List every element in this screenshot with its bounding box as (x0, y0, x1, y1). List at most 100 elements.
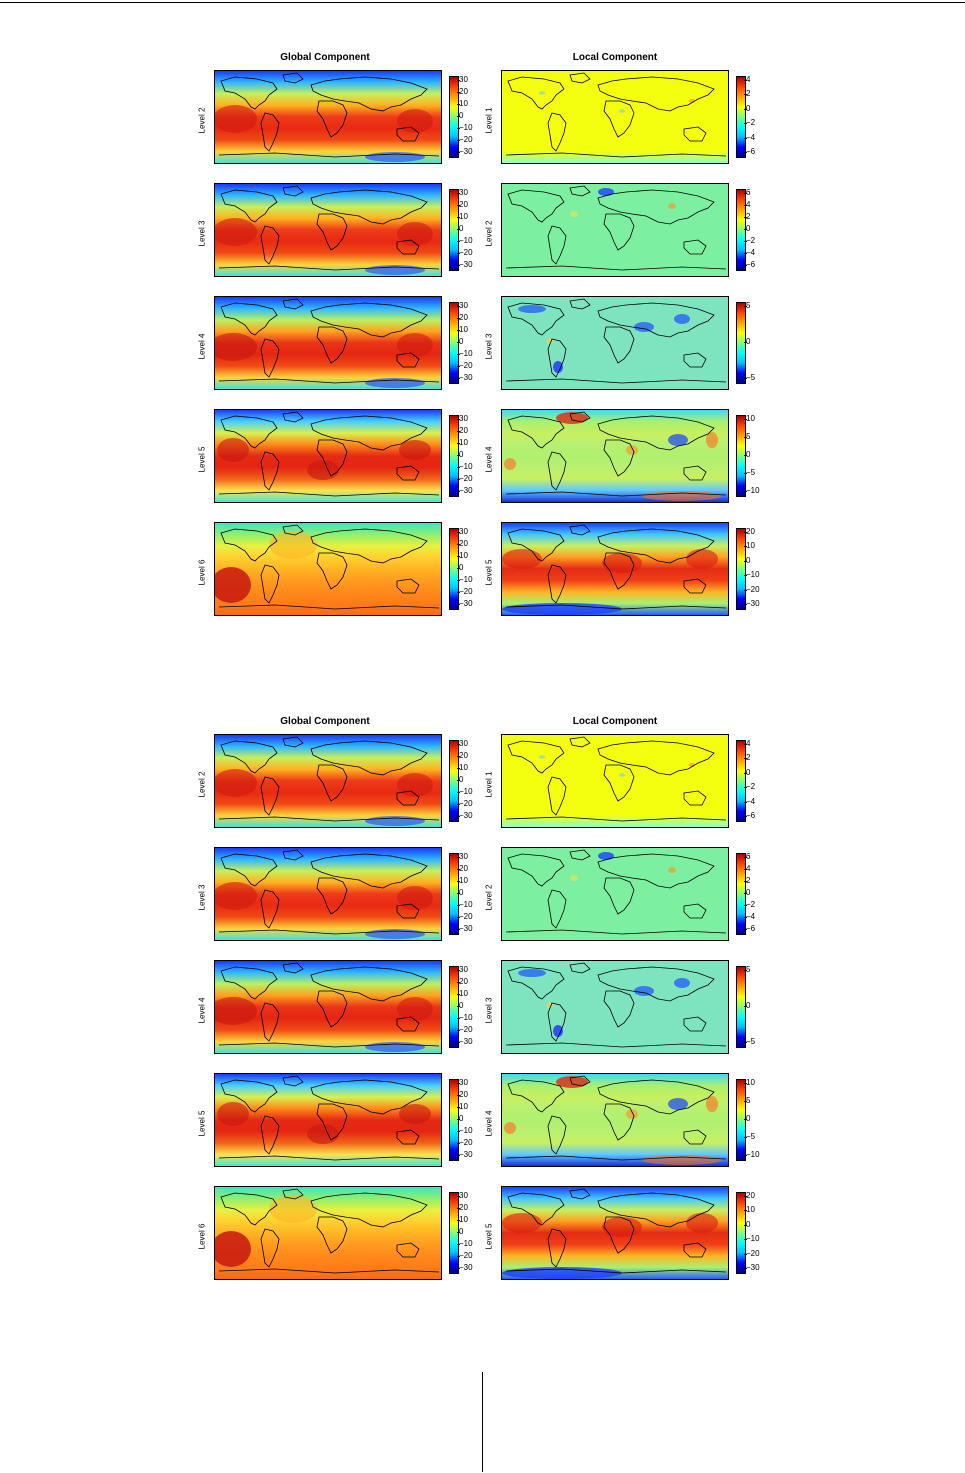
colorbar-tick-label: −20 (457, 248, 473, 257)
colorbar-tick-label: 6 (743, 852, 751, 861)
colorbar-tick-label: 10 (744, 414, 755, 423)
world-map (214, 296, 442, 390)
colorbar (449, 528, 459, 610)
local-map-panel: Level 1 4 2 0 −2 −4 −6 (477, 730, 767, 830)
global-map-panel: Level 3 30 20 10 0 −10 −20 −30 (190, 179, 480, 279)
level-label: Level 4 (484, 446, 494, 473)
colorbar-tick-label: −20 (744, 584, 760, 594)
colorbar-tick-label: 0 (456, 111, 464, 120)
colorbar-tick-label: −10 (457, 1239, 473, 1248)
world-map (501, 1073, 729, 1167)
footer-rule (482, 1372, 483, 1472)
global-map-panel: Level 4 30 20 10 0 −10 −20 −30 (190, 292, 480, 392)
colorbar-tick-label: 10 (457, 1215, 468, 1224)
colorbar-tick-label: −30 (457, 1263, 473, 1272)
local-map-panel: Level 3 5 0 −5 (477, 956, 767, 1056)
colorbar-tick-label: −10 (457, 123, 473, 132)
colorbar-tick-label: 10 (457, 325, 468, 334)
colorbar-tick-label: −10 (457, 1013, 473, 1022)
colorbar-tick-label: 20 (457, 864, 468, 873)
colorbar-tick-label: 2 (743, 753, 751, 763)
colorbar-tick-label: 20 (457, 539, 468, 548)
colorbar (449, 1079, 459, 1161)
colorbar-tick-label: −20 (457, 912, 473, 921)
colorbar-tick-label: −30 (457, 1150, 473, 1159)
colorbar-tick-label: 4 (743, 739, 751, 748)
colorbar-tick-label: 20 (457, 1090, 468, 1099)
colorbar-tick-label: 0 (743, 555, 751, 565)
local-component-title: Local Component (572, 716, 658, 727)
colorbar-tick-label: −30 (457, 924, 473, 933)
global-map-panel: Level 5 30 20 10 0 −10 −20 −30 (190, 405, 480, 505)
world-map (214, 409, 442, 503)
colorbar-tick-label: 0 (743, 337, 751, 346)
colorbar-tick-label: 30 (457, 301, 468, 310)
colorbar-tick-label: 30 (457, 75, 468, 84)
colorbar-tick-label: −20 (457, 587, 473, 596)
colorbar-tick-label: −20 (744, 1248, 760, 1258)
colorbar-tick-label: 20 (457, 87, 468, 96)
world-map (214, 70, 442, 164)
colorbar (736, 76, 746, 158)
colorbar-tick-label: 30 (457, 1191, 468, 1200)
colorbar-tick-label: 20 (744, 1191, 755, 1200)
colorbar-tick-label: −20 (457, 1025, 473, 1034)
colorbar-tick-label: 5 (743, 965, 751, 974)
colorbar-tick-label: 4 (743, 75, 751, 84)
colorbar-tick-label: 30 (457, 1078, 468, 1087)
world-map (501, 70, 729, 164)
world-map (501, 522, 729, 616)
colorbar-tick-label: 20 (457, 426, 468, 435)
colorbar-tick-label: −5 (743, 1132, 756, 1141)
colorbar-tick-label: −6 (743, 924, 756, 933)
world-map (501, 296, 729, 390)
colorbar-tick-label: −10 (457, 462, 473, 471)
colorbar-tick-label: 4 (743, 200, 751, 209)
colorbar-tick-label: 2 (743, 89, 751, 99)
colorbar-tick-label: 10 (457, 989, 468, 998)
level-label: Level 1 (484, 107, 494, 134)
global-map-panel: Level 6 30 20 10 0 −10 −20 −30 (190, 518, 480, 618)
level-label: Level 3 (484, 333, 494, 360)
colorbar-tick-label: −10 (457, 236, 473, 245)
global-map-panel: Level 5 30 20 10 0 −10 −20 −30 (190, 1069, 480, 1169)
colorbar-tick-label: 10 (744, 541, 755, 551)
level-label: Level 3 (484, 997, 494, 1024)
colorbar-tick-label: −30 (744, 1263, 760, 1272)
colorbar-tick-label: −6 (743, 147, 756, 156)
world-map (214, 1186, 442, 1280)
colorbar (449, 415, 459, 497)
colorbar-tick-label: 30 (457, 527, 468, 536)
colorbar (449, 966, 459, 1048)
colorbar-tick-label: 0 (456, 1001, 464, 1010)
world-map (501, 409, 729, 503)
colorbar-tick-label: −2 (743, 782, 756, 792)
colorbar-tick-label: 0 (456, 1114, 464, 1123)
colorbar-tick-label: 0 (743, 1001, 751, 1010)
world-map (214, 960, 442, 1054)
colorbar-tick-label: −30 (457, 811, 473, 820)
level-label: Level 5 (197, 446, 207, 473)
colorbar (736, 189, 746, 271)
level-label: Level 3 (197, 884, 207, 911)
colorbar-tick-label: 30 (457, 414, 468, 423)
colorbar-tick-label: −6 (743, 260, 756, 269)
colorbar-tick-label: 2 (743, 212, 751, 221)
colorbar-tick-label: −4 (743, 248, 756, 257)
colorbar (736, 415, 746, 497)
colorbar (736, 966, 746, 1048)
colorbar-tick-label: −10 (457, 900, 473, 909)
global-map-panel: Level 2 30 20 10 0 −10 −20 −30 (190, 730, 480, 830)
colorbar-tick-label: 10 (744, 1205, 755, 1215)
level-label: Level 6 (197, 559, 207, 586)
top-rule (0, 2, 965, 3)
colorbar-tick-label: 0 (456, 563, 464, 572)
colorbar-tick-label: 0 (456, 775, 464, 784)
colorbar-tick-label: −20 (457, 135, 473, 144)
global-map-panel: Level 4 30 20 10 0 −10 −20 −30 (190, 956, 480, 1056)
colorbar-tick-label: 0 (743, 450, 751, 459)
global-map-panel: Level 2 30 20 10 0 −10 −20 −30 (190, 66, 480, 166)
colorbar-tick-label: 10 (457, 438, 468, 447)
colorbar-tick-label: 5 (743, 301, 751, 310)
colorbar-tick-label: 0 (743, 103, 751, 113)
